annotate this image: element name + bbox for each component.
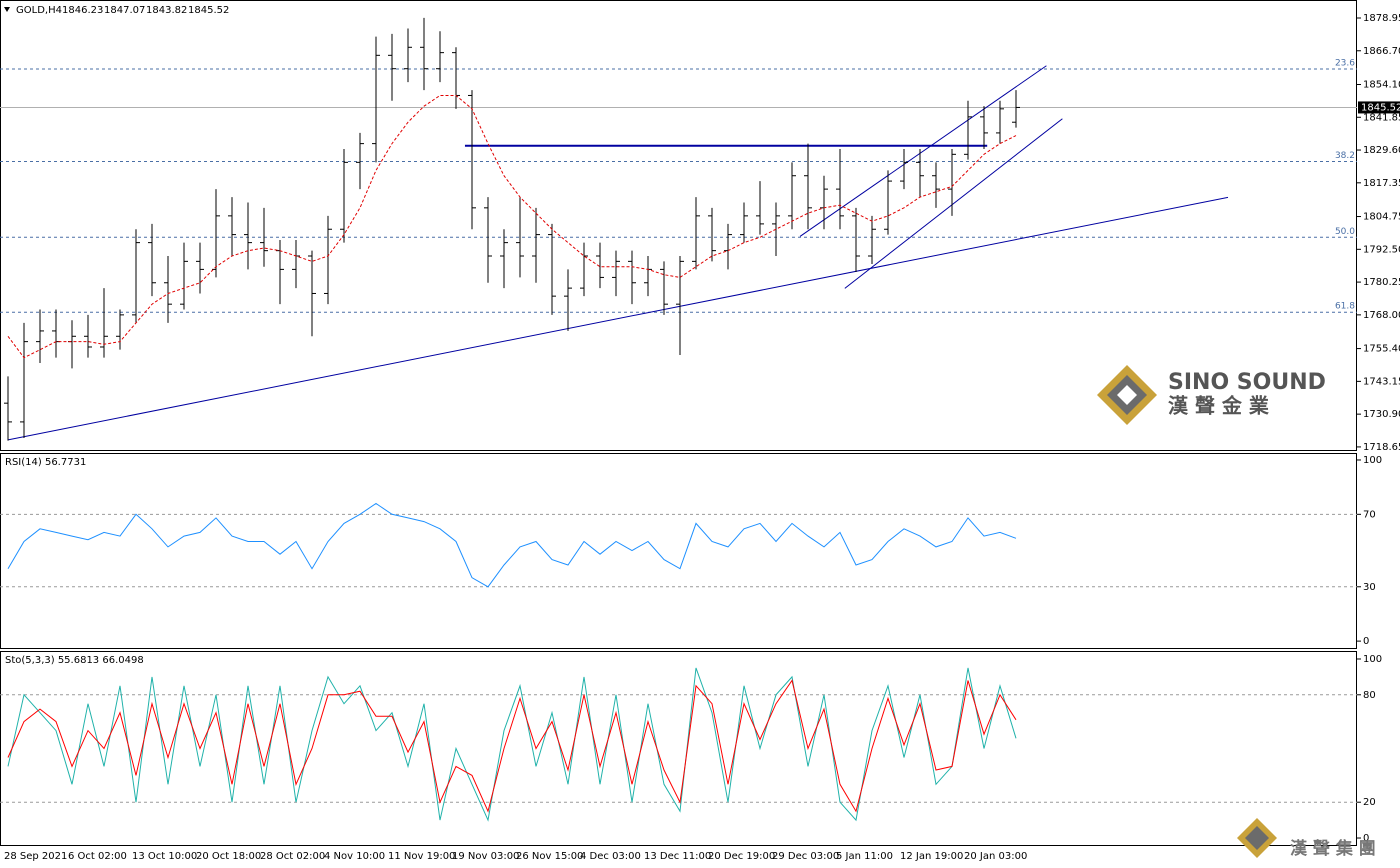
footer-logo-inner [1245,826,1269,850]
x-tick-label: 20 Dec 19:00 [708,851,775,862]
x-tick-label: 26 Nov 15:00 [516,851,583,862]
current-price-box [1358,101,1400,114]
header-value: 1845.52 [188,5,229,16]
logo: SINO SOUND 漢 聲 金 業 漢 聲 集 團 [1097,365,1376,859]
fib-label: 38.2 [1335,151,1355,161]
indicator-line [7,679,1017,813]
trendline [844,118,1063,289]
x-tick-label: 4 Dec 03:00 [580,851,641,862]
logo-diamond-core [1117,385,1137,405]
fib-label: 23.6 [1335,58,1355,68]
trendline [7,196,1229,441]
symbol-menu-arrow[interactable] [4,7,10,12]
x-tick-label: 13 Dec 11:00 [644,851,711,862]
indicator-title: Sto(5,3,3) 55.6813 66.0498 [5,655,144,666]
y-tick-label: 0 [1363,833,1369,844]
x-tick-label: 13 Oct 10:00 [132,851,197,862]
y-tick-label: 100 [1363,654,1382,665]
y-tick-label: 70 [1363,509,1376,520]
fib-label: 50.0 [1335,227,1355,237]
current-price-label: 1845.52 [1361,102,1400,113]
y-tick-label: 1817.35 [1363,178,1400,189]
trendline [799,65,1047,237]
y-tick-label: 100 [1363,455,1382,466]
y-tick-label: 1755.40 [1363,344,1400,355]
price-panel [0,0,1357,451]
y-tick-label: 1768.00 [1363,310,1400,321]
y-tick-label: 1804.75 [1363,212,1400,223]
stochastic-panel [0,651,1357,846]
y-tick-label: 1730.90 [1363,409,1400,420]
y-tick-label: 0 [1363,636,1369,647]
y-tick-label: 1792.50 [1363,244,1400,255]
x-tick-label: 12 Jan 19:00 [900,851,963,862]
header-value: 1846.23 [62,5,103,16]
fib-label: 61.8 [1335,302,1355,312]
y-tick-label: 1866.70 [1363,46,1400,57]
indicator-line [7,502,1017,588]
chart-title: GOLD,H4 [16,5,62,16]
y-tick-label: 30 [1363,582,1376,593]
x-tick-label: 6 Oct 02:00 [68,851,127,862]
x-tick-label: 29 Dec 03:00 [772,851,839,862]
y-tick-label: 1743.15 [1363,376,1400,387]
y-tick-label: 1718.65 [1363,442,1400,453]
x-tick-label: 20 Jan 03:00 [964,851,1027,862]
header-value: 1847.07 [104,5,145,16]
y-tick-label: 1854.10 [1363,79,1400,90]
x-tick-label: 11 Nov 19:00 [388,851,455,862]
x-tick-label: 19 Nov 03:00 [452,851,519,862]
logo-name: SINO SOUND [1168,370,1326,395]
y-tick-label: 1780.25 [1363,277,1400,288]
indicator-line [7,667,1017,822]
rsi-panel [0,453,1357,649]
x-tick-label: 20 Oct 18:00 [196,851,261,862]
indicator-title: RSI(14) 56.7731 [5,457,86,468]
y-tick-label: 80 [1363,690,1376,701]
x-tick-label: 4 Nov 10:00 [324,851,385,862]
x-tick-label: 28 Oct 02:00 [260,851,325,862]
moving-average [7,95,1017,359]
y-tick-label: 1829.60 [1363,145,1400,156]
y-tick-label: 1841.85 [1363,112,1400,123]
x-tick-label: 28 Sep 2021 [4,851,67,862]
header-value: 1843.82 [146,5,187,16]
logo-chinese: 漢 聲 金 業 [1168,394,1270,418]
y-tick-label: 1878.95 [1363,13,1400,24]
footer-logo-text: 漢 聲 集 團 [1290,838,1376,859]
x-tick-label: 5 Jan 11:00 [836,851,893,862]
y-tick-label: 20 [1363,797,1376,808]
